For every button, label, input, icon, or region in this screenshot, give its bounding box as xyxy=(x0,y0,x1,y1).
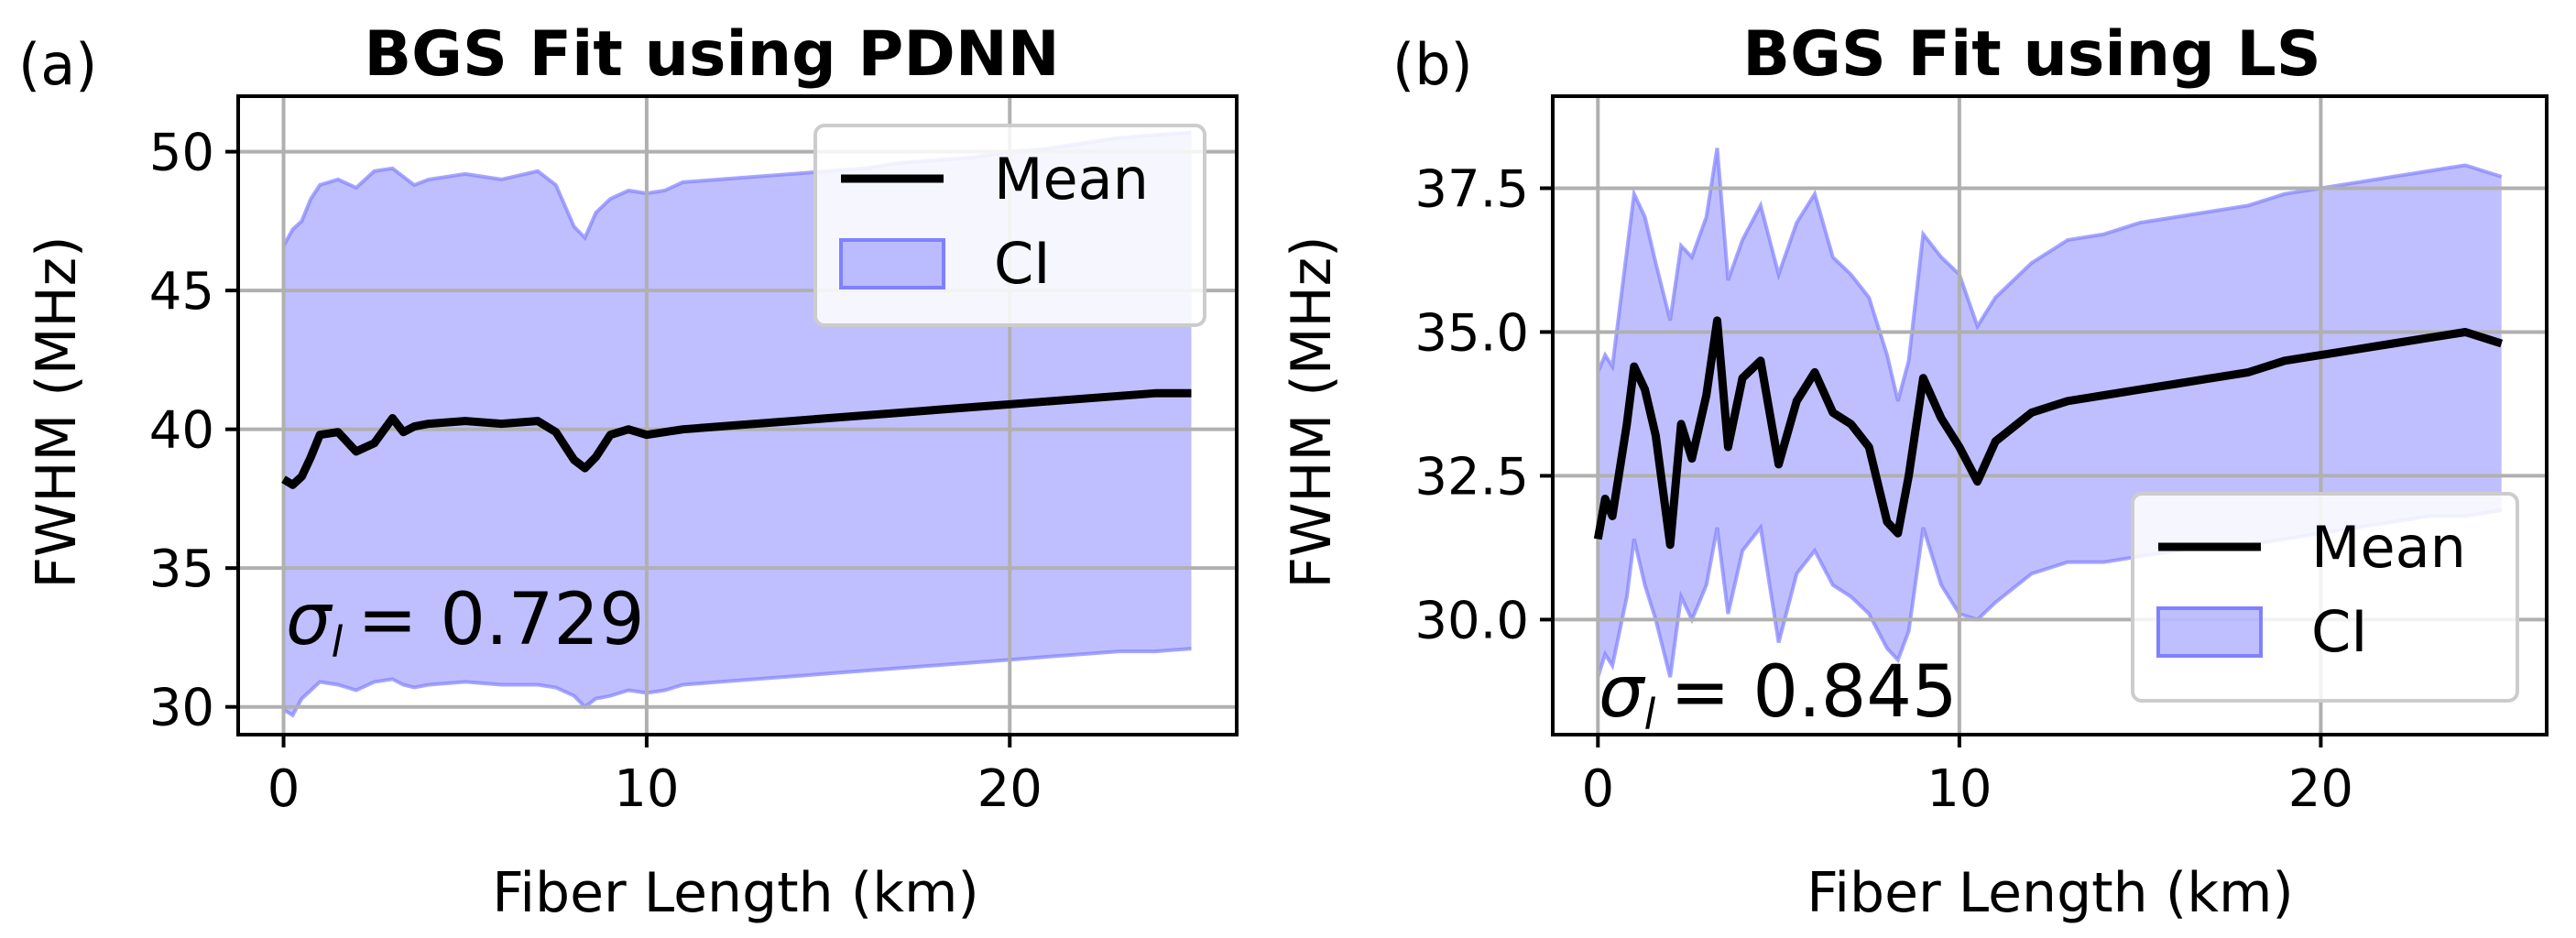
panel-b-legend-ci-swatch xyxy=(2156,606,2263,658)
panel-a-ytick-label: 35 xyxy=(149,540,214,599)
panel-b-sigma-subscript: l xyxy=(1643,690,1655,739)
panel-a-tag: (a) xyxy=(18,31,97,98)
panel-a-xtick-label: 10 xyxy=(614,759,679,819)
panel-a-mean-line xyxy=(281,388,1192,489)
panel-a-xlabel: Fiber Length (km) xyxy=(492,861,979,925)
panel-a-sigma-annotation: σl = 0.729 xyxy=(286,579,645,667)
panel-a-xtick-label: 20 xyxy=(977,759,1042,819)
panel-a-ylabel: FWHM (MHz) xyxy=(25,236,89,589)
panel-b-ci-band xyxy=(1598,147,2502,678)
panel-a-sigma-subscript: l xyxy=(331,617,343,667)
panel-b-ytick-label: 32.5 xyxy=(1414,447,1529,507)
panel-a-ytick-label: 40 xyxy=(149,401,214,461)
panel-b-xtick-label: 20 xyxy=(2288,759,2353,819)
panel-a-sigma-value: = 0.729 xyxy=(357,579,644,661)
panel-b-sigma-value: = 0.845 xyxy=(1670,651,1957,734)
panel-b-ytick-label: 30.0 xyxy=(1414,591,1529,650)
panel-b-ci-upper-edge xyxy=(1596,147,2503,402)
panel-a-title: BGS Fit using PDNN xyxy=(364,18,1059,91)
panel-b-sigma-symbol: σ xyxy=(1599,651,1646,734)
panel-b-ytick-label: 35.0 xyxy=(1414,303,1529,363)
panel-a-ytick-label: 45 xyxy=(149,262,214,322)
panel-b-xlabel: Fiber Length (km) xyxy=(1806,861,2294,925)
panel-b-ytick-label: 37.5 xyxy=(1414,159,1529,219)
panel-b-mean-line xyxy=(1593,316,2504,550)
panel-b-tag: (b) xyxy=(1392,31,1473,98)
panel-b-legend-mean-label: Mean xyxy=(2311,514,2466,581)
panel-a-legend-ci-swatch xyxy=(839,238,945,289)
panel-a-legend-ci-label: CI xyxy=(994,230,1051,297)
panel-a-legend: Mean CI xyxy=(813,124,1206,327)
panel-a-sigma-symbol: σ xyxy=(286,579,333,661)
panel-b-legend-ci-label: CI xyxy=(2311,598,2368,665)
panel-b: (b) BGS Fit using LS 0 10 20 30.0 32.5 35.0 37… xyxy=(1280,18,2549,925)
panel-b-legend: Mean CI xyxy=(2131,492,2519,703)
panel-b-xtick-label: 10 xyxy=(1927,759,1992,819)
panel-b-xtick-label: 0 xyxy=(1581,759,1614,819)
panel-a-ci-lower-edge xyxy=(282,647,1192,718)
panel-a: (a) BGS Fit using PDNN 0 10 20 30 35 40 45 50 F… xyxy=(18,18,1239,925)
panel-a-axes-frame xyxy=(236,94,1239,736)
panel-a-ytick-label: 30 xyxy=(149,679,214,738)
panel-a-ytick-label: 50 xyxy=(149,124,214,183)
panel-b-axes-frame xyxy=(1551,94,2549,736)
panel-a-xtick-label: 0 xyxy=(267,759,300,819)
panel-b-ylabel: FWHM (MHz) xyxy=(1280,236,1344,589)
plot-b: 0 10 20 30.0 32.5 35.0 37.5 xyxy=(1414,94,2549,819)
panel-b-title: BGS Fit using LS xyxy=(1742,18,2321,91)
panel-a-legend-mean-label: Mean xyxy=(994,146,1149,213)
panel-b-sigma-annotation: σl = 0.845 xyxy=(1599,651,1958,739)
